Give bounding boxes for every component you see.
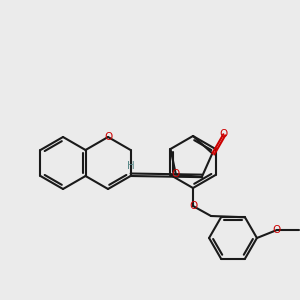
Text: O: O bbox=[273, 225, 281, 235]
Text: O: O bbox=[219, 129, 227, 139]
Text: H: H bbox=[127, 161, 134, 171]
Text: O: O bbox=[104, 132, 112, 142]
Text: O: O bbox=[189, 201, 197, 211]
Text: O: O bbox=[172, 169, 180, 179]
